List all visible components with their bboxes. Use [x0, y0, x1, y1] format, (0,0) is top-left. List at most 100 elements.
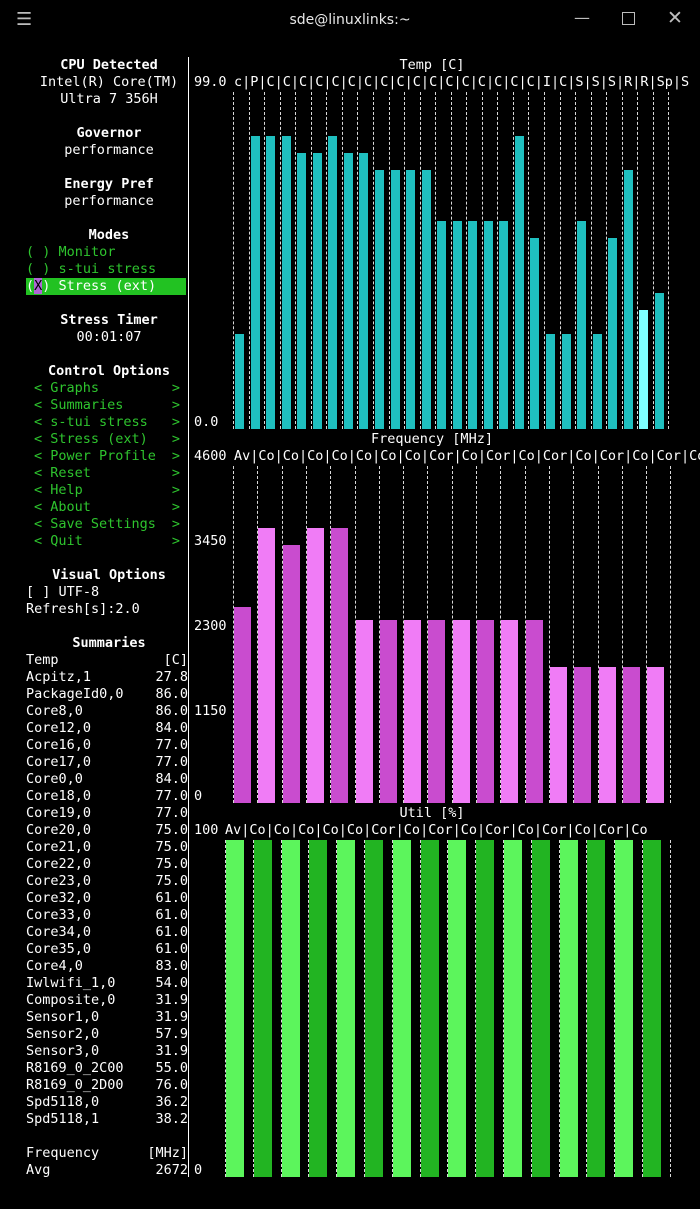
sidebar-graph-separator: [188, 57, 189, 1177]
bar-co-7: [404, 620, 422, 803]
summary-temp-name: R8169_0_2C00: [26, 1060, 124, 1076]
summary-temp-name: Core16,0: [26, 737, 92, 753]
bar-c-9: [374, 170, 384, 429]
graph-column-separator: [573, 466, 575, 803]
summary-temp-name: Core21,0: [26, 839, 92, 855]
summary-temp-row: Core35,0 61.0: [26, 941, 188, 958]
bar-cor-10: [504, 840, 522, 1177]
bar-co-9: [452, 620, 470, 803]
summary-temp-name: Composite,0: [26, 992, 116, 1008]
graph-column-separator: [295, 92, 297, 429]
summary-temp-name: Core35,0: [26, 941, 92, 957]
control-option-graphs[interactable]: < Graphs >: [34, 380, 180, 396]
graph-column-separator: [500, 466, 502, 803]
summary-temp-row: Core34,0 61.0: [26, 924, 188, 941]
control-option-summaries[interactable]: < Summaries >: [34, 397, 180, 413]
summary-frequency-unit: [MHz]: [147, 1145, 188, 1161]
graph-column-separator: [652, 92, 654, 429]
summary-temp-name: Core34,0: [26, 924, 92, 940]
minimize-icon[interactable]: —: [574, 8, 590, 27]
summary-temp-value: 27.8: [155, 669, 188, 685]
modes-header: Modes: [88, 227, 130, 243]
summary-temp-name: Spd5118,0: [26, 1094, 100, 1110]
summary-temp-row: Iwlwifi_1,0 54.0: [26, 975, 188, 992]
summary-temp-name: Acpitz,1: [26, 669, 92, 685]
control-option-reset[interactable]: < Reset >: [34, 465, 180, 481]
graph-column-separator: [475, 840, 477, 1177]
summary-temp-row: Core33,0 61.0: [26, 907, 188, 924]
mode-monitor-radio[interactable]: ( ) Monitor: [26, 244, 116, 260]
bar-cor-10: [477, 620, 494, 803]
control-option-s-tui-stress[interactable]: < s-tui stress >: [34, 414, 180, 430]
stress-timer-value: 00:01:07: [76, 329, 142, 345]
control-option-quit[interactable]: < Quit >: [34, 533, 180, 549]
graph-column-separator: [372, 92, 374, 429]
maximize-icon[interactable]: [622, 12, 635, 25]
summary-temp-value: 84.0: [155, 771, 188, 787]
util-graph-title: Util [%]: [399, 805, 465, 821]
graph-column-separator: [447, 840, 449, 1177]
summary-temp-value: 77.0: [155, 788, 188, 804]
summary-temp-name: Core12,0: [26, 720, 92, 736]
graph-column-separator: [233, 92, 234, 429]
summary-temp-value: 77.0: [155, 737, 188, 753]
bar-c-14: [452, 221, 462, 429]
bar-cor-8: [428, 620, 446, 803]
bar-c-20: [546, 334, 555, 429]
mode-stui-stress-radio[interactable]: ( ) s-tui stress: [26, 261, 157, 277]
graph-column-separator: [669, 840, 671, 1177]
bar-s-21: [561, 334, 571, 429]
mode-stress-ext-radio[interactable]: (X) Stress (ext): [26, 278, 186, 295]
graph-column-separator: [559, 92, 561, 429]
summary-temp-value: 61.0: [155, 924, 188, 940]
governor-header: Governor: [76, 125, 142, 141]
frequency-graph-title: Frequency [MHz]: [371, 431, 493, 447]
summary-temp-name: Spd5118,1: [26, 1111, 100, 1127]
summary-temp-value: 86.0: [155, 703, 188, 719]
bar-co-3: [306, 528, 324, 803]
control-option-power-profile[interactable]: < Power Profile >: [34, 448, 180, 464]
bar-r-24: [608, 238, 618, 429]
bar-av-0: [226, 840, 244, 1177]
temp-graph-columns-header: c|P|C|C|C|C|C|C|C|C|C|C|C|C|C|C|C|C|C|I|…: [234, 74, 690, 90]
hamburger-menu-icon[interactable]: ☰: [16, 9, 33, 30]
frequency-y-label-1150: 1150: [194, 703, 227, 719]
summary-temp-row: Core23,0 75.0: [26, 873, 188, 890]
bar-c-12: [421, 170, 431, 429]
bar-co-13: [549, 667, 567, 803]
util-y-max-label: 100: [194, 822, 219, 838]
graph-column-separator: [621, 466, 623, 803]
bar-co-2: [281, 840, 300, 1177]
summary-temp-value: 86.0: [155, 686, 188, 702]
control-option-help[interactable]: < Help >: [34, 482, 180, 498]
graph-column-separator: [264, 92, 266, 429]
close-icon[interactable]: ✕: [667, 7, 683, 29]
graph-column-separator: [279, 92, 281, 429]
energy-pref-header: Energy Pref: [64, 176, 154, 192]
summary-temp-value: 31.9: [155, 1009, 188, 1025]
control-option-about[interactable]: < About >: [34, 499, 180, 515]
bar-cor-8: [448, 840, 467, 1177]
utf8-checkbox[interactable]: [ ] UTF-8: [26, 584, 100, 600]
control-option-save-settings[interactable]: < Save Settings >: [34, 516, 180, 532]
graph-column-separator: [354, 466, 356, 803]
summary-temp-value: 75.0: [155, 822, 188, 838]
bar-sp-26: [639, 310, 649, 429]
graph-column-separator: [305, 466, 307, 803]
bar-cor-14: [574, 667, 592, 803]
graph-column-separator: [512, 92, 514, 429]
control-option-stress-ext[interactable]: < Stress (ext) >: [34, 431, 180, 447]
graph-column-separator: [336, 840, 338, 1177]
cpu-model-line1: Intel(R) Core(TM): [39, 74, 179, 90]
summary-temp-name: Core0,0: [26, 771, 83, 787]
bar-cor-16: [622, 667, 640, 803]
graph-column-separator: [637, 92, 639, 429]
summary-temp-header: Temp [C]: [26, 652, 188, 669]
graph-column-separator: [391, 840, 393, 1177]
summary-frequency-header: Frequency [MHz]: [26, 1145, 188, 1162]
graph-column-separator: [670, 466, 672, 803]
graph-column-separator: [497, 92, 499, 429]
refresh-rate-setting[interactable]: Refresh[s]:2.0: [26, 601, 140, 617]
summary-temp-row: Core0,0 84.0: [26, 771, 188, 788]
summary-temp-name: Core17,0: [26, 754, 92, 770]
